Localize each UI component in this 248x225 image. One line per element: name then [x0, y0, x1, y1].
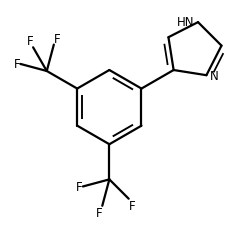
Text: F: F: [76, 180, 83, 193]
Text: N: N: [210, 69, 219, 82]
Text: F: F: [96, 206, 102, 219]
Text: F: F: [129, 199, 135, 212]
Text: F: F: [14, 58, 20, 71]
Text: F: F: [27, 35, 33, 48]
Text: HN: HN: [177, 16, 194, 29]
Text: F: F: [54, 32, 61, 45]
